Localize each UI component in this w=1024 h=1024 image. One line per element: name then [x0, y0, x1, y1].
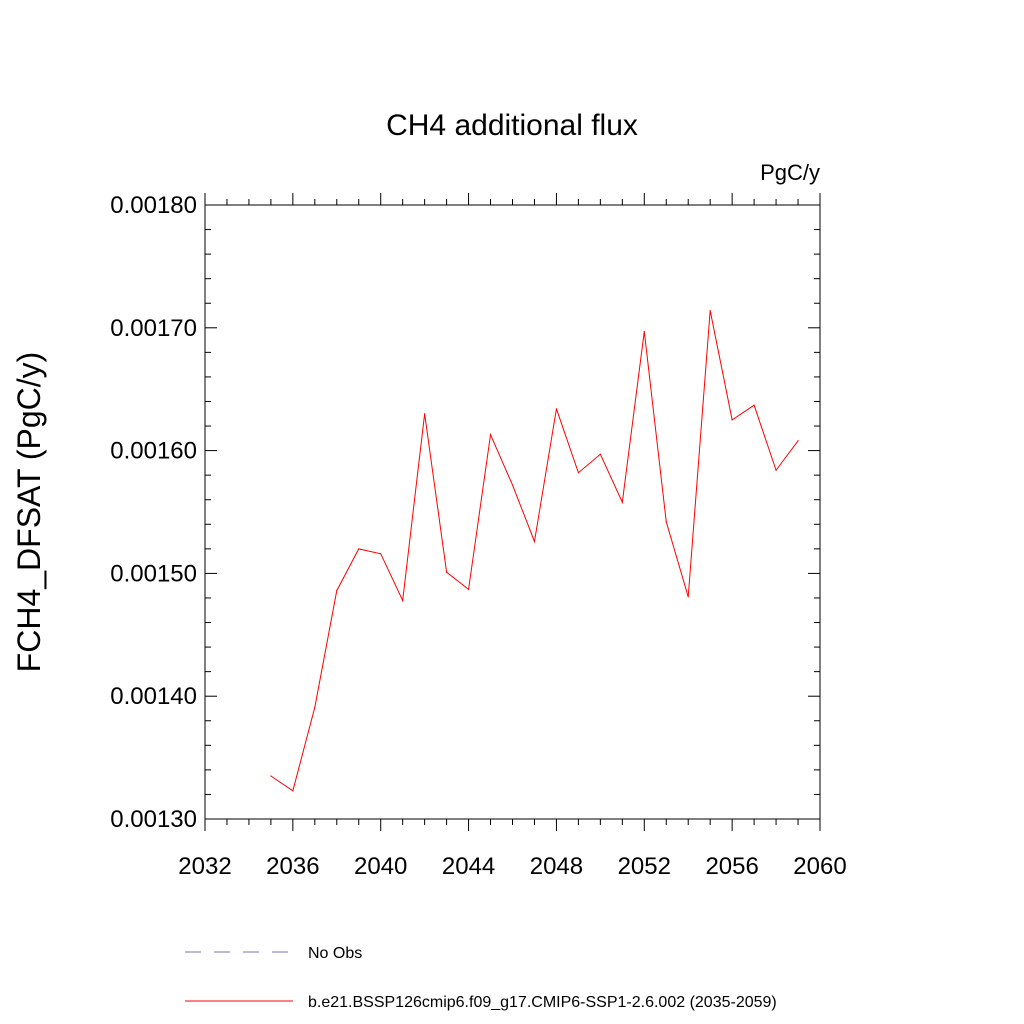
x-tick-label: 2060	[793, 853, 846, 880]
x-tick-label: 2036	[266, 853, 319, 880]
data-point	[665, 521, 667, 523]
data-point	[621, 501, 623, 503]
y-tick-label: 0.00180	[110, 192, 197, 219]
y-tick-label: 0.00130	[110, 806, 197, 833]
x-tick-label: 2048	[530, 853, 583, 880]
units-label: PgC/y	[760, 160, 820, 185]
x-tick-label: 2052	[618, 853, 671, 880]
y-axis-ticks: 0.00130 0.00140 0.00150 0.00160 0.00170 0.001…	[110, 192, 820, 833]
data-point	[709, 310, 711, 312]
data-point	[467, 588, 470, 590]
data-point	[270, 775, 272, 777]
y-tick-label: 0.00150	[110, 560, 197, 587]
data-point	[555, 408, 558, 410]
data-point	[424, 413, 426, 415]
data-point	[753, 404, 755, 406]
data-point	[599, 453, 601, 455]
data-point	[687, 596, 689, 598]
x-tick-label: 2044	[442, 853, 495, 880]
data-point	[643, 330, 645, 333]
data-point	[336, 589, 338, 592]
x-tick-label: 2032	[178, 853, 231, 880]
legend: No Obs b.e21.BSSP126cmip6.f09_g17.CMIP6-S…	[185, 945, 777, 1011]
y-tick-label: 0.00140	[110, 683, 197, 710]
data-point	[380, 553, 382, 555]
chart-title: CH4 additional flux	[386, 109, 638, 142]
plot-frame	[204, 204, 821, 820]
data-point	[358, 548, 360, 550]
data-point	[797, 440, 799, 442]
data-point	[511, 484, 514, 486]
data-point	[731, 419, 733, 421]
data-point	[314, 706, 316, 708]
y-tick-label: 0.00170	[110, 315, 197, 342]
data-point	[489, 434, 492, 436]
x-axis-ticks: 2032 2036 2040 2044 2048 2052 2056 2060	[178, 193, 847, 880]
data-point	[577, 472, 579, 474]
data-point	[446, 571, 448, 573]
series-line-1	[270, 310, 799, 792]
x-tick-label: 2040	[354, 853, 407, 880]
x-tick-label: 2056	[705, 853, 758, 880]
data-point	[775, 469, 777, 471]
series-layer	[270, 310, 799, 792]
legend-label-1: b.e21.BSSP126cmip6.f09_g17.CMIP6-SSP1-2.…	[308, 994, 777, 1011]
data-point	[533, 540, 536, 543]
y-tick-label: 0.00160	[110, 438, 197, 465]
data-point	[402, 599, 404, 602]
legend-label-0: No Obs	[308, 945, 362, 962]
y-axis-label: FCH4_DFSAT (PgC/y)	[11, 352, 47, 673]
data-point	[292, 790, 294, 792]
